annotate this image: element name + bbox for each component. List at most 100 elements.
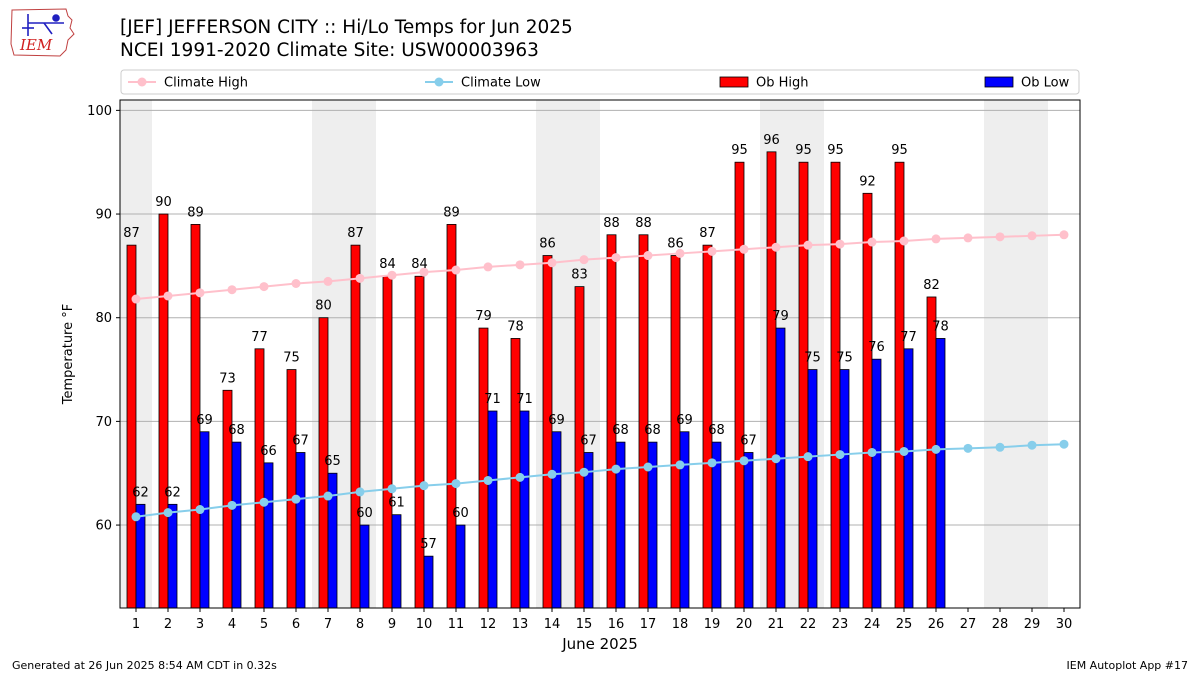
x-tick-label: 27	[960, 617, 977, 632]
climate-low-point	[995, 442, 1005, 452]
x-tick-label: 30	[1056, 617, 1073, 632]
x-tick-label: 20	[736, 617, 753, 632]
ob-high-label: 90	[155, 195, 172, 210]
ob-low-label: 76	[868, 340, 885, 355]
x-tick-label: 5	[260, 617, 268, 632]
ob-high-label: 82	[923, 278, 940, 293]
ob-high-bar	[670, 255, 681, 609]
climate-high-line	[135, 233, 1065, 301]
x-tick-label: 26	[928, 617, 945, 632]
plot-frame	[119, 99, 1081, 609]
ob-low-label: 66	[260, 444, 277, 459]
climate-lines	[131, 230, 1069, 522]
ob-low-label: 57	[420, 537, 437, 552]
x-tick-label: 12	[480, 617, 497, 632]
ob-low-bar	[519, 410, 530, 609]
ob-high-label: 96	[763, 133, 780, 148]
climate-low-point	[547, 469, 557, 479]
ob-low-label: 68	[708, 423, 725, 438]
climate-low-point	[1059, 439, 1069, 449]
climate-low-point	[419, 481, 429, 491]
ob-high-bar	[894, 161, 905, 609]
climate-low-point	[195, 505, 205, 515]
ob-low-label: 77	[900, 330, 917, 345]
x-tick-label: 1	[132, 617, 140, 632]
climate-high-point	[835, 239, 845, 249]
ob-high-label: 75	[283, 351, 300, 366]
ob-low-label: 69	[548, 413, 565, 428]
ob-low-bar	[679, 431, 690, 609]
footer-app: IEM Autoplot App #17	[1066, 659, 1189, 672]
climate-low-point	[1027, 440, 1037, 450]
ob-high-bar	[766, 151, 777, 609]
ob-low-bar	[935, 338, 946, 609]
ob-low-label: 71	[484, 392, 501, 407]
ob-high-label: 80	[315, 299, 332, 314]
climate-high-point	[1059, 230, 1069, 240]
ob-high-bar	[478, 327, 489, 609]
climate-high-point	[771, 242, 781, 252]
climate-high-point	[419, 267, 429, 277]
climate-low-line	[135, 443, 1065, 518]
x-tick-label: 25	[896, 617, 913, 632]
ob-high-label: 83	[571, 268, 588, 283]
ob-low-label: 71	[516, 392, 533, 407]
climate-low-point	[963, 443, 973, 453]
x-tick-label: 10	[416, 617, 433, 632]
ob-low-bar	[743, 452, 754, 609]
ob-high-bar	[638, 234, 649, 609]
legend-ob-low-label: Ob Low	[1021, 76, 1070, 91]
ob-high-label: 95	[731, 143, 748, 158]
ob-high-label: 78	[507, 319, 524, 334]
legend-ob-high-label: Ob High	[756, 76, 809, 91]
x-axis-label: June 2025	[561, 635, 638, 653]
ob-low-bar	[839, 369, 850, 609]
ob-high-bar	[286, 369, 297, 609]
ob-high-label: 89	[443, 205, 460, 220]
x-tick-label: 6	[292, 617, 300, 632]
climate-low-point	[739, 456, 749, 466]
x-tick-label: 22	[800, 617, 817, 632]
x-tick-label: 16	[608, 617, 625, 632]
legend-climate-low-label: Climate Low	[461, 76, 541, 91]
legend-box	[120, 69, 1080, 95]
x-tick-label: 4	[228, 617, 236, 632]
climate-low-point	[515, 472, 525, 482]
weekend-band	[984, 100, 1048, 608]
climate-low-point	[483, 475, 493, 485]
legend-climate-high-label: Climate High	[164, 76, 248, 91]
climate-high-point	[643, 251, 653, 261]
ob-high-label: 88	[603, 216, 620, 231]
ob-low-bar	[359, 524, 370, 609]
ob-high-label: 95	[891, 143, 908, 158]
ob-low-label: 68	[228, 423, 245, 438]
climate-high-point	[355, 273, 365, 283]
climate-low-point	[131, 512, 141, 522]
ob-low-label: 75	[836, 351, 853, 366]
legend-climate-low-marker	[434, 77, 444, 87]
climate-low-point	[675, 460, 685, 470]
climate-high-point	[291, 279, 301, 289]
climate-low-point	[163, 508, 173, 518]
climate-high-point	[611, 253, 621, 263]
ob-high-label: 79	[475, 309, 492, 324]
ob-high-bar	[414, 275, 425, 609]
iowa-outline-shape	[10, 8, 75, 57]
ob-low-bar	[231, 441, 242, 609]
climate-high-point	[707, 246, 717, 256]
ob-high-label: 86	[539, 237, 556, 252]
weather-station-icon	[22, 14, 64, 36]
ob-high-bar	[158, 213, 169, 609]
climate-high-point	[227, 285, 237, 295]
climate-low-point	[867, 447, 877, 457]
climate-high-point	[515, 260, 525, 270]
ob-low-label: 69	[676, 413, 693, 428]
ob-low-bar	[391, 514, 402, 609]
ob-low-bar	[487, 410, 498, 609]
x-tick-label: 24	[864, 617, 881, 632]
climate-low-point	[227, 500, 237, 510]
y-tick-label: 80	[95, 311, 112, 326]
chart-title: [JEF] JEFFERSON CITY :: Hi/Lo Temps for …	[120, 17, 573, 38]
ob-low-label: 60	[452, 506, 469, 521]
